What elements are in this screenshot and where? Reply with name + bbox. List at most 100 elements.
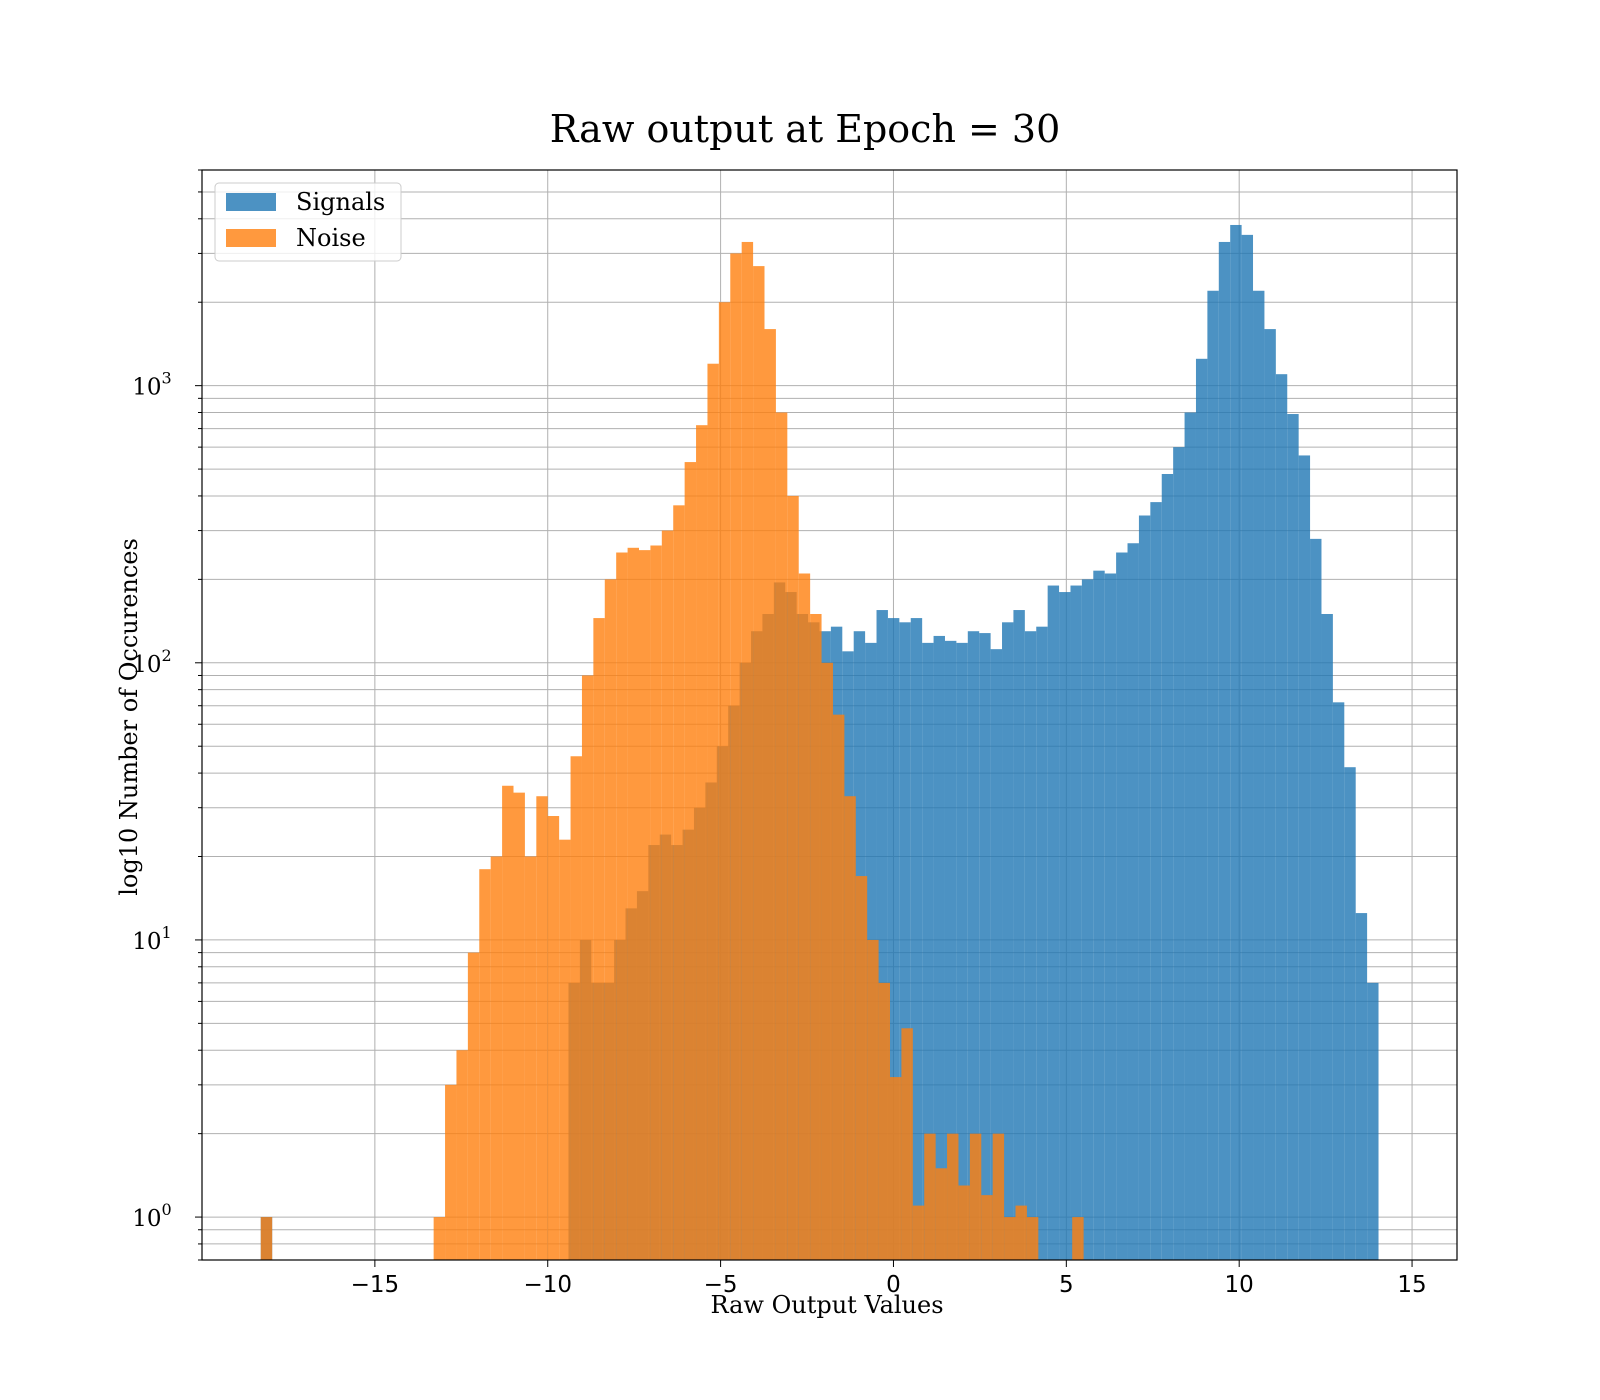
bar-noise	[718, 302, 731, 1260]
legend-swatch-signals	[226, 193, 276, 211]
x-tick-label: −15	[351, 1272, 400, 1298]
bar-noise	[684, 462, 697, 1260]
bar-noise	[467, 952, 480, 1260]
bar-noise	[832, 714, 845, 1260]
bar-signals	[1275, 374, 1288, 1260]
bar-signals	[1195, 358, 1208, 1260]
y-tick-label: 101	[132, 923, 171, 955]
bar-signals	[1036, 626, 1048, 1260]
bars-layer	[260, 224, 1379, 1261]
bar-noise	[627, 547, 640, 1260]
bar-signals	[1161, 473, 1174, 1261]
bar-noise	[775, 412, 788, 1260]
bar-signals	[1367, 982, 1379, 1260]
bar-noise	[490, 856, 503, 1260]
bar-noise	[855, 876, 868, 1260]
bar-signals	[967, 631, 980, 1260]
y-tick-label: 103	[132, 369, 171, 401]
bar-noise	[661, 530, 674, 1260]
bar-noise	[502, 785, 514, 1260]
bar-signals	[1127, 543, 1139, 1260]
legend: Signals Noise	[214, 182, 402, 262]
bar-signals	[1093, 570, 1105, 1260]
bar-signals	[956, 642, 968, 1260]
bar-noise	[445, 1084, 457, 1260]
bar-signals	[1138, 515, 1151, 1260]
bar-noise	[958, 1185, 970, 1260]
bar-signals	[990, 649, 1003, 1260]
bar-noise	[1015, 1205, 1027, 1260]
bar-noise	[798, 573, 811, 1260]
bar-noise	[536, 796, 548, 1260]
bar-noise	[810, 613, 822, 1260]
bar-noise	[890, 1077, 902, 1260]
bar-signals	[910, 618, 923, 1260]
bar-noise	[673, 505, 685, 1260]
bar-signals	[1150, 502, 1162, 1261]
x-axis-label: Raw Output Values	[710, 1291, 943, 1319]
bar-noise	[981, 1195, 993, 1260]
bar-noise	[912, 1205, 925, 1260]
bar-signals	[1184, 412, 1196, 1260]
x-tick-label: −10	[523, 1272, 572, 1298]
bar-signals	[876, 610, 888, 1260]
bar-signals	[933, 635, 945, 1260]
x-tick-label: 0	[886, 1272, 901, 1298]
bar-noise	[513, 792, 525, 1260]
plot-frame	[201, 169, 1458, 1261]
ticks-layer: −15 −10 −5 0 5 10 15 100 101 102 103	[132, 169, 1427, 1298]
bar-signals	[1013, 610, 1025, 1260]
bar-noise	[1026, 1217, 1039, 1260]
legend-swatch-noise	[226, 229, 276, 247]
y-tick-label: 100	[132, 1200, 171, 1232]
bar-noise	[1004, 1217, 1016, 1260]
bar-signals	[887, 618, 900, 1260]
bar-noise	[844, 796, 856, 1260]
bar-noise	[559, 839, 571, 1260]
bar-signals	[1070, 585, 1082, 1260]
bar-noise	[616, 552, 628, 1260]
bar-signals	[1298, 455, 1311, 1260]
bar-noise	[764, 329, 776, 1261]
bar-noise	[456, 1050, 468, 1260]
bar-noise	[730, 253, 742, 1260]
bar-signals	[1059, 592, 1071, 1260]
bar-signals	[1081, 579, 1094, 1260]
bar-signals	[1344, 767, 1356, 1260]
bar-noise	[935, 1168, 948, 1260]
x-tick-label: 15	[1397, 1272, 1426, 1298]
bar-noise	[604, 579, 617, 1260]
y-tick-label: 102	[132, 646, 171, 678]
bar-noise	[901, 1028, 913, 1260]
bar-signals	[979, 633, 991, 1260]
x-tick-label: 5	[1059, 1272, 1074, 1298]
bar-noise	[741, 241, 754, 1261]
bar-signals	[899, 622, 911, 1260]
bar-noise	[924, 1133, 936, 1260]
bar-signals	[1024, 631, 1037, 1260]
bar-noise	[821, 662, 833, 1260]
x-tick-label: −5	[704, 1272, 738, 1298]
series-noise-bars	[260, 241, 1084, 1261]
bar-noise	[867, 939, 879, 1260]
bar-signals	[1241, 234, 1254, 1261]
bar-noise	[707, 363, 719, 1260]
bar-signals	[1002, 622, 1014, 1260]
bar-signals	[1104, 573, 1117, 1260]
bar-noise	[787, 495, 799, 1260]
bar-signals	[1264, 329, 1276, 1261]
bar-signals	[1218, 241, 1231, 1261]
bar-signals	[1332, 702, 1345, 1260]
bar-noise	[581, 675, 594, 1260]
bar-signals	[1116, 552, 1128, 1260]
bar-noise	[260, 1217, 273, 1260]
legend-label-signals: Signals	[296, 188, 385, 216]
bar-signals	[1173, 447, 1185, 1260]
legend-label-noise: Noise	[296, 224, 366, 252]
bar-signals	[1230, 224, 1242, 1260]
y-axis-label: log10 Number of Occurences	[115, 538, 143, 896]
bar-signals	[1047, 585, 1060, 1260]
bar-noise	[947, 1133, 959, 1260]
bar-signals	[1321, 613, 1333, 1260]
bar-noise	[547, 816, 560, 1260]
